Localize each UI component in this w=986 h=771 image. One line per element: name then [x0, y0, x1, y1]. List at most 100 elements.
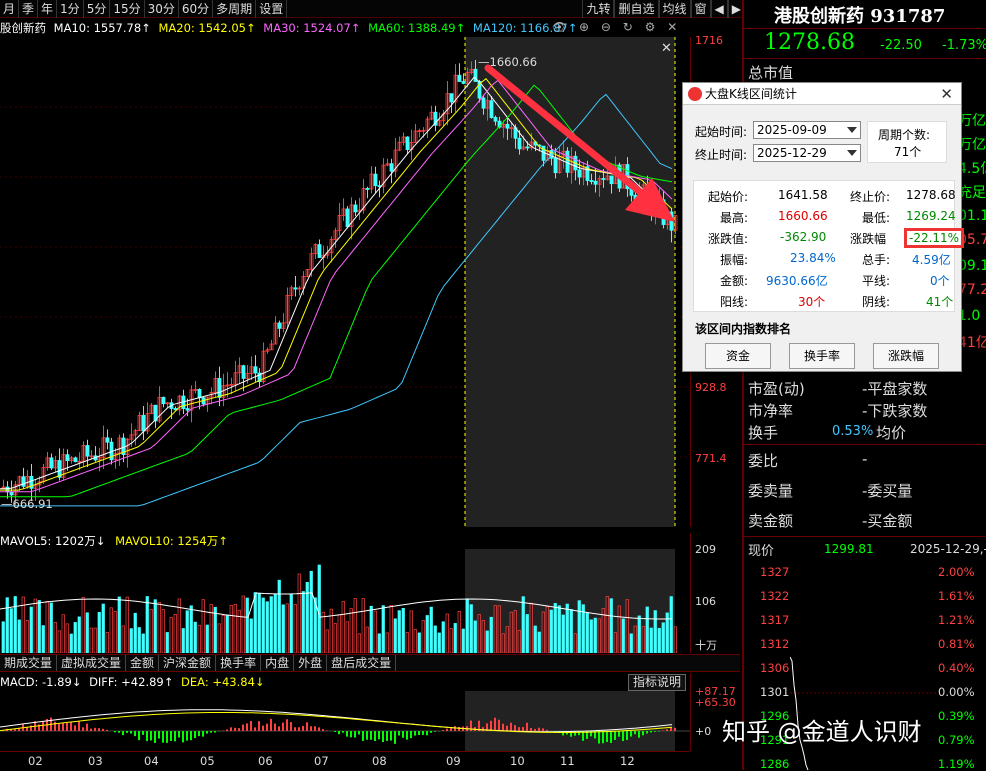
rank-amount-button[interactable]: 资金	[705, 343, 771, 369]
macd-chart[interactable]	[0, 691, 690, 751]
wb-label: 委比	[748, 450, 778, 471]
indicator-tab[interactable]: 内盘	[261, 655, 294, 671]
volume-bar	[210, 605, 213, 653]
macd-histogram-bar	[674, 728, 676, 731]
macd-histogram-bar	[174, 731, 176, 741]
indicator-tab[interactable]: 沪深金额	[159, 655, 216, 671]
volume-bar	[446, 614, 449, 653]
ma60-label: MA60: 1388.49↑	[368, 21, 465, 35]
volume-bar	[386, 633, 389, 653]
high-value: 1660.66	[778, 209, 828, 223]
toolbar-item[interactable]: 5分	[84, 0, 111, 18]
indicator-tab[interactable]: 换手率	[216, 655, 261, 671]
toolbar-item[interactable]: 设置	[256, 0, 287, 18]
macd-histogram-bar	[86, 724, 88, 731]
pb-label: 市净率	[748, 400, 793, 421]
volume-bar	[118, 597, 121, 653]
end-time-select[interactable]: 2025-12-29	[753, 144, 861, 162]
volume-bar	[346, 622, 349, 653]
volume-bar	[190, 606, 193, 653]
macd-histogram-bar	[158, 731, 160, 739]
partial-value: 万亿	[958, 110, 986, 130]
macd-histogram-bar	[526, 723, 528, 731]
volume-bar	[226, 615, 229, 653]
macd-histogram-bar	[170, 731, 172, 741]
open-label: 起始价:	[708, 188, 748, 205]
volume-bar	[434, 626, 437, 653]
volume-bar	[466, 599, 469, 653]
macd-histogram-bar	[658, 731, 660, 732]
volume-bar	[222, 615, 225, 653]
macd-histogram-bar	[654, 731, 656, 732]
volume-bar	[290, 595, 293, 653]
volume-bar	[362, 599, 365, 653]
volume-bar	[570, 609, 573, 653]
current-price-value: 1299.81	[824, 542, 874, 556]
indicator-tab[interactable]: 外盘	[294, 655, 327, 671]
indicator-tab[interactable]: 期成交量	[0, 655, 57, 671]
toolbar-item[interactable]: 30分	[145, 0, 179, 18]
indicator-explain-button[interactable]: 指标说明	[628, 674, 686, 691]
toolbar-item[interactable]: 季	[19, 0, 38, 18]
macd-histogram-bar	[394, 731, 396, 744]
volume-bar	[470, 605, 473, 653]
close-icon[interactable]: ✕	[940, 83, 953, 105]
macd-histogram-bar	[154, 731, 156, 743]
volume-bar	[230, 605, 233, 653]
macd-histogram-bar	[126, 731, 128, 733]
macd-histogram-bar	[146, 731, 148, 741]
volume-chart[interactable]	[0, 549, 690, 653]
partial-value: 4.5亿	[958, 158, 986, 178]
volume-bar	[266, 602, 269, 653]
volume-bar	[590, 620, 593, 653]
macd-histogram-bar	[434, 731, 436, 732]
volume-bar	[566, 604, 569, 653]
macd-histogram-bar	[646, 731, 648, 734]
volume-bar	[370, 606, 373, 653]
volume-bar	[286, 604, 289, 653]
start-time-select[interactable]: 2025-09-09	[753, 121, 861, 139]
date-tick: 06	[258, 754, 273, 768]
chart-close-icon[interactable]: ✕	[661, 41, 672, 56]
toolbar-right-item[interactable]: 均线	[659, 0, 691, 18]
macd-histogram-bar	[638, 731, 640, 738]
flat-count-label: -平盘家数	[862, 378, 927, 399]
toolbar-item[interactable]: 多周期	[213, 0, 256, 18]
macd-histogram-bar	[422, 731, 424, 735]
volume-bar	[18, 620, 21, 653]
stock-price: 1278.68	[764, 30, 855, 55]
volume-bar	[454, 623, 457, 653]
rank-pct-button[interactable]: 涨跌幅	[873, 343, 939, 369]
volume-bar	[86, 613, 89, 653]
toolbar-right-item[interactable]: 删自选	[614, 0, 658, 18]
toolbar-item[interactable]: 1分	[57, 0, 84, 18]
volume-bar	[90, 628, 93, 653]
rank-turnover-button[interactable]: 换手率	[789, 343, 855, 369]
indicator-tab[interactable]: 金额	[126, 655, 159, 671]
indicator-tab[interactable]: 盘后成交量	[327, 655, 396, 671]
volume-bar	[650, 628, 653, 653]
macd-histogram-bar	[318, 727, 320, 731]
toolbar-item[interactable]: 年	[38, 0, 57, 18]
toolbar-item[interactable]: 60分	[179, 0, 213, 18]
candle-body	[86, 445, 89, 456]
indicator-tab[interactable]: 虚拟成交量	[57, 655, 126, 671]
volume-bar	[658, 628, 661, 653]
macd-histogram-bar	[250, 721, 252, 731]
toolbar-right-item[interactable]: 九转	[582, 0, 614, 18]
macd-histogram-bar	[410, 731, 412, 738]
index-name: 股创新药	[0, 21, 46, 35]
macd-histogram-bar	[382, 731, 384, 742]
volume-bar	[402, 608, 405, 653]
macd-tick-2: +65.30	[695, 696, 736, 709]
toolbar-right-item[interactable]: ◀	[711, 0, 728, 18]
macd-histogram-bar	[122, 731, 124, 735]
toolbar-right-item[interactable]: 窗	[691, 0, 711, 18]
macd-histogram-bar	[406, 731, 408, 740]
volume-bar	[62, 615, 65, 653]
volume-bar	[50, 603, 53, 653]
toolbar-item[interactable]: 月	[0, 0, 19, 18]
volume-bar	[106, 632, 109, 653]
toolbar-item[interactable]: 15分	[110, 0, 144, 18]
chart-icons[interactable]: 👁 ⊕ ⊖ ↻ ⚙ ✕	[552, 20, 681, 34]
